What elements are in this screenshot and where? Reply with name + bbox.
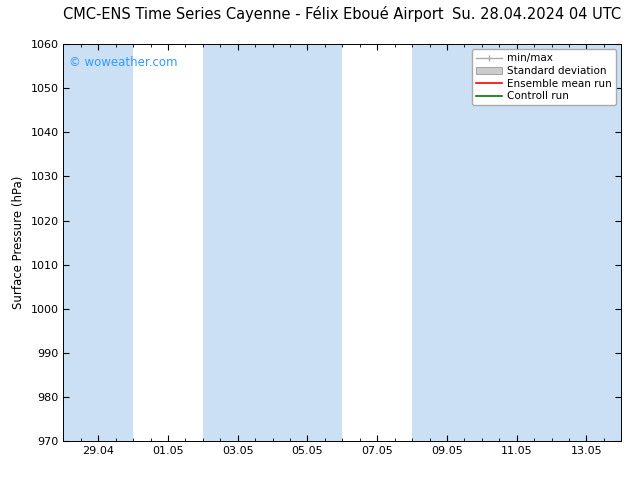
Text: CMC-ENS Time Series Cayenne - Félix Eboué Airport: CMC-ENS Time Series Cayenne - Félix Ebou… xyxy=(63,6,444,22)
Text: Su. 28.04.2024 04 UTC: Su. 28.04.2024 04 UTC xyxy=(452,7,621,22)
Y-axis label: Surface Pressure (hPa): Surface Pressure (hPa) xyxy=(12,176,25,309)
Bar xyxy=(412,44,621,441)
Bar xyxy=(63,44,133,441)
Text: © woweather.com: © woweather.com xyxy=(69,56,178,69)
Bar xyxy=(203,44,342,441)
Legend: min/max, Standard deviation, Ensemble mean run, Controll run: min/max, Standard deviation, Ensemble me… xyxy=(472,49,616,105)
